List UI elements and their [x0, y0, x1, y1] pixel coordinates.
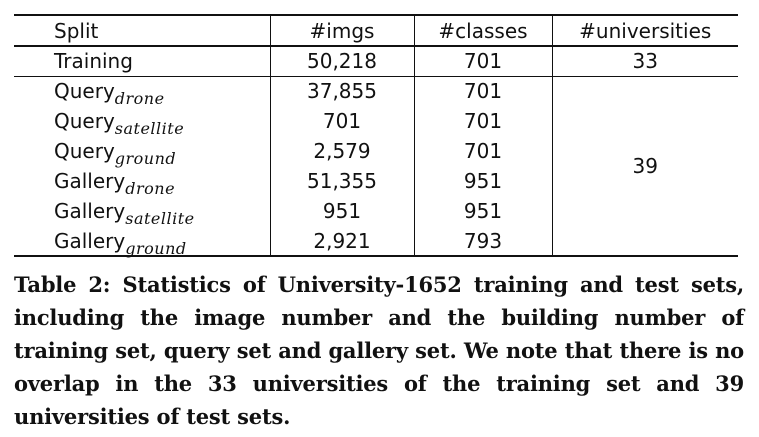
table-row-training: Training 50,218 701 33 — [14, 46, 738, 76]
cell-split-training: Training — [14, 46, 271, 76]
cell-universities-test: 39 — [552, 76, 738, 257]
cell-classes-training: 701 — [414, 46, 553, 76]
cell-imgs: 51,355 — [270, 166, 415, 196]
cell-classes: 701 — [414, 76, 553, 106]
split-subscript: drone — [125, 179, 176, 198]
cell-classes: 701 — [414, 136, 553, 166]
table-row: Queryground 2,579 701 — [14, 136, 738, 168]
header-classes: #classes — [414, 15, 553, 46]
cell-classes: 951 — [414, 196, 553, 226]
cell-imgs: 2,579 — [270, 136, 415, 166]
table-header-row: Split #imgs #classes #universities — [14, 15, 738, 46]
table-row: Galleryground 2,921 793 — [14, 226, 738, 258]
split-subscript: satellite — [114, 119, 185, 138]
cell-split: Gallerydrone — [14, 166, 271, 198]
cell-split: Querysatellite — [14, 106, 271, 138]
cell-classes: 951 — [414, 166, 553, 196]
split-subscript: ground — [114, 149, 177, 168]
cell-split: Gallerysatellite — [14, 196, 271, 228]
header-imgs: #imgs — [270, 15, 415, 46]
cell-split: Galleryground — [14, 226, 271, 258]
split-label: Query — [54, 139, 115, 163]
split-subscript: satellite — [125, 209, 195, 228]
split-label: Gallery — [54, 199, 126, 223]
cell-imgs: 37,855 — [270, 76, 415, 106]
table-row: Gallerysatellite 951 951 — [14, 196, 738, 228]
cell-imgs: 2,921 — [270, 226, 415, 256]
split-subscript: drone — [114, 89, 165, 109]
split-label: Query — [54, 109, 115, 133]
cell-split: Querydrone — [14, 76, 271, 109]
header-split: Split — [14, 15, 271, 46]
table-row: Querysatellite 701 701 — [14, 106, 738, 138]
split-label: Gallery — [54, 228, 126, 253]
statistics-table: Split #imgs #classes #universities Train… — [14, 14, 738, 258]
table-row: Gallerydrone 51,355 951 — [14, 166, 738, 198]
cell-split: Queryground — [14, 136, 271, 168]
cell-classes: 793 — [414, 226, 553, 256]
statistics-table-container: Split #imgs #classes #universities Train… — [14, 14, 738, 258]
table-row: Querydrone 37,855 701 39 — [14, 76, 738, 257]
cell-classes: 701 — [414, 106, 553, 136]
split-label: Query — [54, 79, 115, 104]
split-label: Gallery — [54, 169, 126, 193]
cell-universities-training: 33 — [632, 49, 658, 74]
cell-imgs: 701 — [270, 106, 415, 136]
cell-imgs: 951 — [270, 196, 415, 226]
split-subscript: ground — [125, 238, 187, 258]
header-universities: #universities — [579, 18, 712, 43]
table-caption: Table 2: Statistics of University-1652 t… — [14, 272, 744, 429]
cell-imgs-training: 50,218 — [270, 46, 415, 76]
